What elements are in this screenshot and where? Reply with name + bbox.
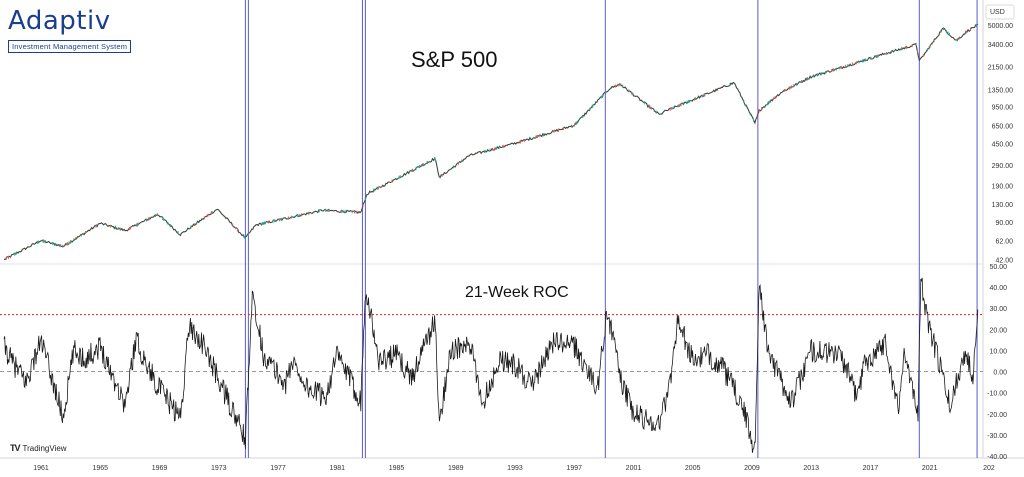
price-chart-title: S&P 500	[411, 47, 498, 72]
event-vertical-lines	[244, 0, 978, 458]
price-y-tick-label: 3400.00	[988, 42, 1013, 49]
x-tick-label: 1969	[152, 465, 168, 472]
x-tick-label: 1973	[211, 465, 227, 472]
roc-y-tick-label: 40.00	[989, 285, 1007, 292]
x-tick-label: 1977	[270, 465, 286, 472]
x-tick-label: 1965	[92, 465, 108, 472]
x-tick-label: 1981	[329, 465, 345, 472]
x-tick-label: 1993	[507, 465, 523, 472]
currency-box	[985, 4, 1015, 20]
sp500-price-series	[3, 23, 979, 261]
roc-y-tick-label: -30.00	[987, 433, 1007, 440]
currency-label: USD	[990, 9, 1005, 16]
price-y-tick-label: 1350.00	[988, 87, 1013, 94]
price-y-axis: 5000.00 3400.00 2150.00 1350.00 950.00 650.00…	[988, 23, 1013, 264]
x-tick-label: 1997	[566, 465, 582, 472]
x-tick-label: 2005	[685, 465, 701, 472]
price-y-tick-label: 5000.00	[988, 23, 1013, 30]
x-tick-label: 2021	[922, 465, 938, 472]
price-y-tick-label: 2150.00	[988, 65, 1013, 72]
time-x-axis: 1961 1965 1969 1973 1977 1981 1985 1989 1993 1997…	[33, 465, 995, 472]
axis-panel-bg	[983, 0, 1024, 477]
x-tick-label: 1961	[33, 465, 49, 472]
price-y-tick-label: 650.00	[992, 123, 1014, 130]
roc-y-tick-label: -20.00	[987, 412, 1007, 419]
x-tick-label: 2013	[803, 465, 819, 472]
price-y-tick-label: 950.00	[992, 105, 1014, 112]
roc-y-tick-label: 10.00	[989, 348, 1007, 355]
x-tick-label: 1989	[448, 465, 464, 472]
roc-line	[3, 277, 979, 453]
price-y-tick-label: 190.00	[992, 184, 1014, 191]
roc-series	[0, 277, 983, 453]
tradingview-watermark: TV TradingView	[10, 443, 67, 453]
logo-wordmark: Adaptiv	[8, 6, 111, 36]
roc-y-tick-label: 0.00	[993, 370, 1007, 377]
price-y-tick-label: 90.00	[995, 220, 1013, 227]
roc-chart-title: 21-Week ROC	[465, 284, 569, 301]
roc-y-tick-label: -10.00	[987, 391, 1007, 398]
tradingview-label: TradingView	[22, 443, 67, 453]
price-y-tick-label: 450.00	[992, 141, 1014, 148]
price-y-tick-label: 130.00	[992, 202, 1014, 209]
roc-y-axis: 50.00 40.00 30.00 20.00 10.00 0.00 -10.00 -20.0…	[987, 264, 1007, 461]
price-y-tick-label: 290.00	[992, 163, 1014, 170]
x-tick-label: 202	[983, 465, 995, 472]
tradingview-logo-icon: TV	[10, 443, 20, 453]
x-tick-label: 2009	[744, 465, 760, 472]
roc-y-tick-label: 50.00	[989, 264, 1007, 271]
roc-y-tick-label: -40.00	[987, 454, 1007, 461]
logo-tagline: Investment Management System	[8, 40, 132, 53]
price-y-tick-label: 62.00	[995, 239, 1013, 246]
x-tick-label: 1985	[389, 465, 405, 472]
adaptiv-logo: Adaptiv Investment Management System	[8, 6, 132, 54]
roc-y-tick-label: 20.00	[989, 327, 1007, 334]
sp500-price-line	[3, 23, 979, 261]
price-y-tick-label: 42.00	[995, 258, 1013, 265]
x-tick-label: 2017	[863, 465, 879, 472]
roc-y-tick-label: 30.00	[989, 306, 1007, 313]
x-tick-label: 2001	[626, 465, 642, 472]
